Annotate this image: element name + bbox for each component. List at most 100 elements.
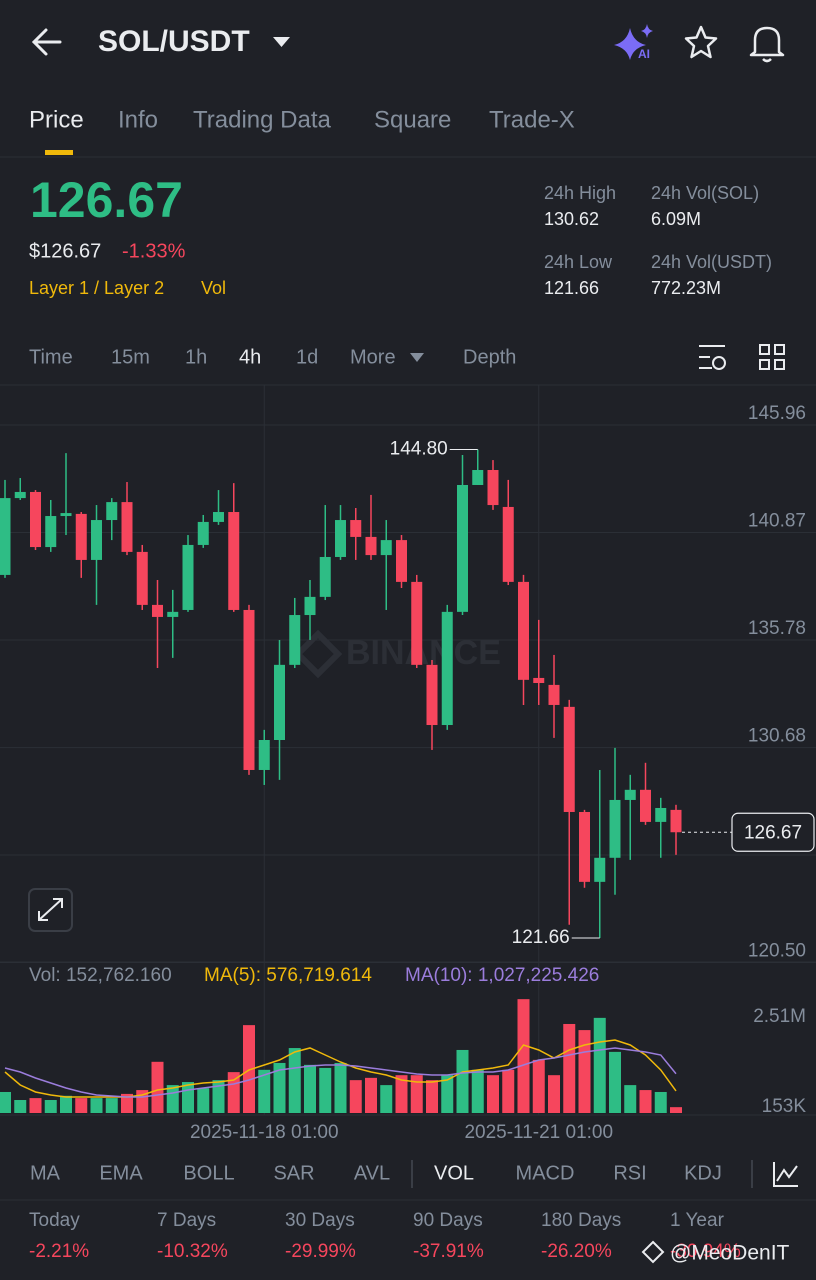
interval[interactable]: 1d bbox=[296, 346, 318, 368]
credit-text: @MeoDenIT bbox=[670, 1242, 790, 1265]
candle-body bbox=[411, 581, 423, 665]
candle-body bbox=[182, 544, 194, 610]
ma-legend: MA(5): 576,719.614 bbox=[204, 965, 372, 986]
tab[interactable]: Price bbox=[29, 106, 84, 133]
volume-bar bbox=[548, 1075, 560, 1113]
chart-tool-button[interactable] bbox=[773, 1162, 798, 1187]
indicator-tab[interactable]: RSI bbox=[613, 1162, 646, 1184]
volume-bar bbox=[624, 1085, 637, 1113]
performance-value: -37.91% bbox=[413, 1241, 484, 1262]
layout-button[interactable] bbox=[759, 344, 785, 370]
volume-bar bbox=[670, 1107, 682, 1113]
candle-body bbox=[563, 706, 575, 812]
candle-body bbox=[167, 611, 179, 617]
candle-body bbox=[472, 470, 484, 485]
x-tick-label: 2025-11-21 01:00 bbox=[464, 1122, 613, 1143]
indicator-tab[interactable]: EMA bbox=[99, 1162, 143, 1184]
candle-body bbox=[579, 811, 590, 882]
more-caret[interactable] bbox=[410, 353, 424, 362]
candle-body bbox=[289, 615, 301, 665]
annotation-label: 144.80 bbox=[390, 439, 448, 460]
candle-body bbox=[670, 809, 682, 833]
chart-settings-button[interactable] bbox=[699, 345, 726, 370]
indicator-tab[interactable]: MA bbox=[30, 1162, 61, 1184]
indicator-tab[interactable]: BOLL bbox=[183, 1162, 234, 1184]
volume-bar bbox=[517, 999, 530, 1113]
candle-body bbox=[396, 540, 407, 582]
candle-body bbox=[350, 520, 362, 537]
performance-label: 180 Days bbox=[541, 1210, 621, 1231]
volume-bar bbox=[395, 1075, 408, 1113]
interval[interactable]: Depth bbox=[463, 346, 516, 368]
y-tick-label: 120.50 bbox=[748, 941, 806, 962]
performance-value: -30.94% bbox=[670, 1241, 741, 1262]
indicator-tab[interactable]: SAR bbox=[273, 1162, 314, 1184]
performance-value: -2.21% bbox=[29, 1241, 89, 1262]
last-price: 126.67 bbox=[30, 172, 183, 228]
volume-bar bbox=[380, 1085, 393, 1113]
volume-bar bbox=[197, 1088, 210, 1113]
last-price-label: 126.67 bbox=[744, 822, 802, 843]
indicator-tab[interactable]: MACD bbox=[516, 1162, 575, 1184]
candle-body bbox=[45, 516, 57, 548]
candle-body bbox=[304, 596, 316, 616]
tag[interactable]: Vol bbox=[201, 278, 226, 298]
active-tab-indicator bbox=[45, 150, 73, 155]
interval[interactable]: 15m bbox=[111, 346, 150, 368]
stat-label: 24h Low bbox=[544, 252, 613, 272]
candle-body bbox=[258, 740, 270, 770]
price-change: -1.33% bbox=[122, 240, 186, 262]
alert-button[interactable] bbox=[749, 26, 785, 63]
candle-body bbox=[60, 513, 72, 517]
volume-bar bbox=[75, 1098, 88, 1113]
interval[interactable]: Time bbox=[29, 346, 73, 368]
stat-value: 772.23M bbox=[651, 278, 721, 298]
candle-body bbox=[655, 807, 667, 822]
performance-label: Today bbox=[29, 1210, 80, 1231]
tab[interactable]: Square bbox=[374, 106, 451, 133]
interval[interactable]: 4h bbox=[239, 346, 261, 368]
volume-bar bbox=[410, 1075, 423, 1113]
interval[interactable]: More bbox=[350, 346, 396, 368]
y-tick-label: 130.68 bbox=[748, 726, 806, 747]
volume-tick-label: 153K bbox=[762, 1096, 807, 1117]
candle-body bbox=[274, 664, 285, 741]
stat-value: 121.66 bbox=[544, 278, 599, 298]
tab[interactable]: Trade-X bbox=[489, 106, 575, 133]
pair-title[interactable]: SOL/USDT bbox=[98, 25, 250, 58]
candle-body bbox=[243, 609, 255, 770]
candle-body bbox=[91, 520, 102, 560]
favorite-button[interactable] bbox=[684, 25, 718, 59]
y-tick-label: 135.78 bbox=[748, 618, 806, 639]
candle-body bbox=[380, 540, 392, 556]
interval[interactable]: 1h bbox=[185, 346, 207, 368]
volume-bar bbox=[319, 1067, 332, 1113]
volume-bar bbox=[609, 1051, 621, 1113]
stat-label: 24h Vol(SOL) bbox=[651, 183, 759, 203]
candle-body bbox=[152, 604, 163, 617]
ai-button[interactable]: AI bbox=[614, 24, 653, 61]
candle-body bbox=[213, 512, 224, 522]
volume-bar bbox=[105, 1098, 118, 1113]
volume-bar bbox=[502, 1069, 515, 1113]
y-tick-label: 145.96 bbox=[748, 403, 806, 424]
indicator-tab[interactable]: VOL bbox=[434, 1162, 474, 1184]
candle-body bbox=[594, 857, 606, 882]
indicator-tab[interactable]: KDJ bbox=[684, 1162, 722, 1184]
stat-value: 130.62 bbox=[544, 209, 599, 229]
volume-bar bbox=[426, 1080, 438, 1113]
candle-body bbox=[365, 536, 377, 556]
back-button[interactable] bbox=[31, 28, 62, 56]
performance-label: 30 Days bbox=[285, 1210, 355, 1231]
tab[interactable]: Trading Data bbox=[193, 106, 332, 133]
volume-bar bbox=[182, 1082, 194, 1113]
volume-bar bbox=[258, 1069, 271, 1113]
indicator-tab[interactable]: AVL bbox=[354, 1162, 390, 1184]
tab[interactable]: Info bbox=[118, 106, 158, 133]
volume-bar bbox=[334, 1062, 347, 1113]
volume-bar bbox=[654, 1091, 667, 1113]
pair-caret[interactable] bbox=[273, 37, 290, 47]
tag[interactable]: Layer 1 / Layer 2 bbox=[29, 278, 164, 298]
expand-button[interactable] bbox=[28, 888, 73, 932]
